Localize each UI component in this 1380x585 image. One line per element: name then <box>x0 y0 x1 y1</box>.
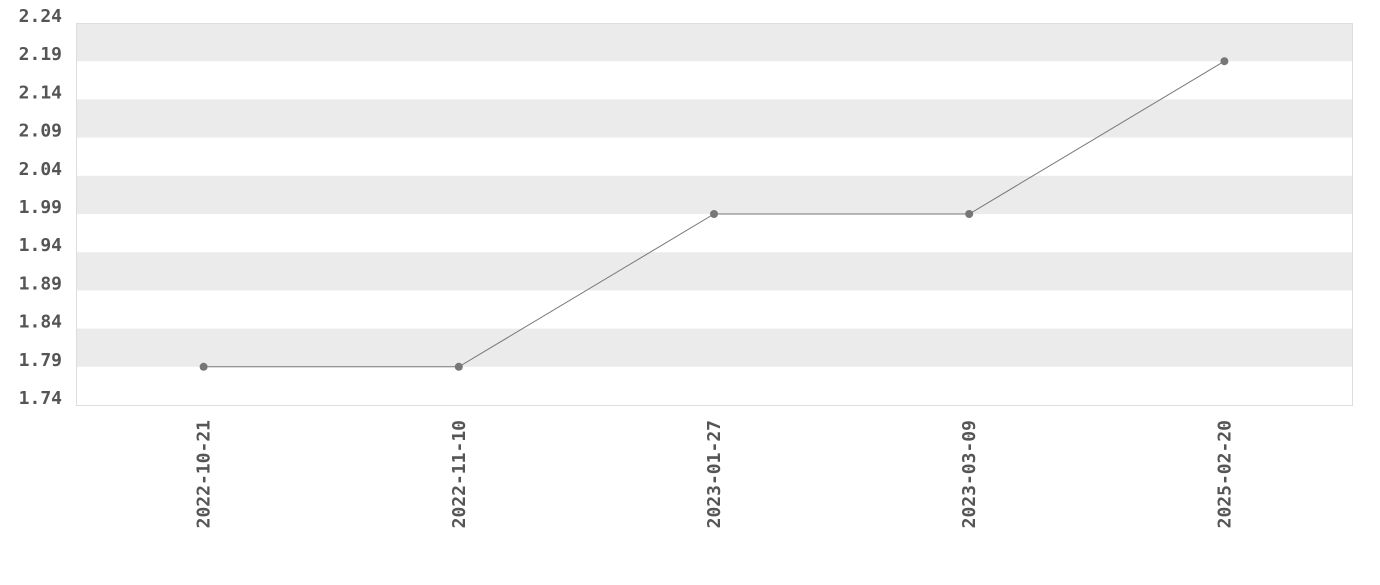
y-tick-label: 2.24 <box>19 6 63 27</box>
y-tick-label: 1.74 <box>19 388 63 409</box>
grid-band <box>76 23 1352 62</box>
y-tick-label: 1.79 <box>19 350 62 371</box>
plot-border <box>76 23 1353 406</box>
y-tick-label: 1.89 <box>19 273 62 294</box>
grid-bands <box>76 23 1352 367</box>
data-point <box>199 362 208 371</box>
x-axis: 2022-10-21 2022-11-10 2023-01-27 2023-03-09… <box>194 420 1236 528</box>
y-tick-label: 1.84 <box>19 312 63 333</box>
data-point <box>710 210 718 218</box>
grid-band <box>76 175 1352 214</box>
x-tick-label: 2022-11-10 <box>449 420 470 528</box>
data-point <box>1220 57 1229 66</box>
y-tick-label: 2.09 <box>19 121 62 142</box>
y-tick-label: 1.99 <box>19 197 62 218</box>
data-points <box>199 57 1229 371</box>
y-axis: 1.74 1.79 1.84 1.89 1.94 1.99 2.04 2.09 2.14 2.19… <box>19 6 63 409</box>
x-tick-label: 2023-01-27 <box>704 420 725 528</box>
grid-band <box>76 252 1352 291</box>
data-point <box>965 210 974 218</box>
y-tick-label: 2.19 <box>19 44 62 65</box>
grid-band <box>76 328 1352 367</box>
data-point <box>454 362 463 371</box>
x-tick-label: 2022-10-21 <box>194 420 215 528</box>
y-tick-label: 2.04 <box>19 159 63 180</box>
grid-band <box>76 99 1352 138</box>
y-tick-label: 2.14 <box>19 82 63 103</box>
x-tick-label: 2023-03-09 <box>959 420 980 528</box>
x-tick-label: 2025-02-20 <box>1214 420 1235 528</box>
y-tick-label: 1.94 <box>19 235 63 256</box>
